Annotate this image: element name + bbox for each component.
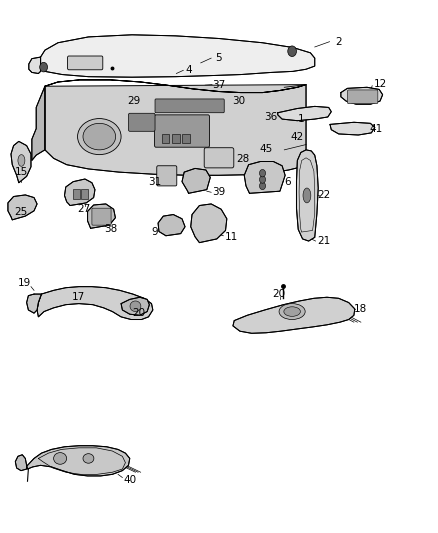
- Text: 40: 40: [123, 475, 136, 484]
- Polygon shape: [45, 80, 306, 93]
- Bar: [81, 189, 88, 199]
- Text: 41: 41: [370, 124, 383, 134]
- Text: 4: 4: [185, 66, 192, 75]
- Polygon shape: [27, 446, 130, 476]
- Ellipse shape: [78, 118, 121, 155]
- Text: 6: 6: [284, 176, 291, 187]
- Text: 21: 21: [317, 236, 330, 246]
- Text: 31: 31: [148, 176, 161, 187]
- Ellipse shape: [303, 188, 311, 203]
- FancyBboxPatch shape: [128, 114, 155, 131]
- Polygon shape: [158, 215, 185, 236]
- Polygon shape: [278, 107, 331, 120]
- Text: 22: 22: [317, 190, 330, 200]
- Circle shape: [259, 182, 265, 190]
- FancyBboxPatch shape: [67, 56, 103, 70]
- Text: 25: 25: [14, 207, 28, 217]
- Text: 1: 1: [297, 114, 304, 124]
- Text: 38: 38: [104, 224, 118, 235]
- Polygon shape: [330, 122, 375, 135]
- Polygon shape: [121, 297, 149, 316]
- Text: 37: 37: [212, 79, 226, 90]
- FancyBboxPatch shape: [204, 148, 234, 168]
- Text: 36: 36: [264, 112, 277, 122]
- Ellipse shape: [130, 301, 141, 312]
- Bar: [172, 134, 180, 143]
- Text: 30: 30: [232, 96, 245, 106]
- Ellipse shape: [18, 155, 25, 166]
- FancyBboxPatch shape: [347, 90, 378, 104]
- Polygon shape: [45, 85, 306, 175]
- Ellipse shape: [53, 453, 67, 464]
- Polygon shape: [15, 455, 27, 471]
- Text: 11: 11: [225, 232, 238, 243]
- Polygon shape: [191, 204, 227, 243]
- Text: 27: 27: [78, 204, 91, 214]
- Text: 20: 20: [272, 289, 286, 299]
- Text: 18: 18: [354, 304, 367, 314]
- Polygon shape: [64, 179, 95, 206]
- Polygon shape: [182, 168, 210, 193]
- Circle shape: [40, 62, 47, 72]
- FancyBboxPatch shape: [155, 115, 209, 147]
- Polygon shape: [32, 86, 45, 160]
- Polygon shape: [88, 204, 116, 228]
- Text: 2: 2: [336, 37, 342, 47]
- Polygon shape: [233, 297, 355, 333]
- Polygon shape: [244, 161, 285, 193]
- Ellipse shape: [83, 123, 116, 150]
- Polygon shape: [27, 294, 42, 313]
- Polygon shape: [297, 150, 318, 241]
- Ellipse shape: [284, 307, 300, 317]
- Polygon shape: [29, 57, 41, 74]
- Text: 42: 42: [291, 132, 304, 142]
- Text: 19: 19: [18, 278, 31, 288]
- Text: 45: 45: [259, 144, 272, 154]
- Polygon shape: [341, 87, 383, 104]
- FancyBboxPatch shape: [155, 99, 224, 113]
- Ellipse shape: [83, 454, 94, 463]
- Polygon shape: [8, 195, 37, 220]
- Circle shape: [259, 176, 265, 183]
- Polygon shape: [37, 287, 153, 319]
- Circle shape: [259, 169, 265, 177]
- Text: 28: 28: [237, 155, 250, 164]
- Bar: [73, 189, 80, 199]
- Polygon shape: [11, 141, 31, 183]
- Polygon shape: [41, 35, 315, 77]
- FancyBboxPatch shape: [92, 208, 111, 225]
- Text: 17: 17: [72, 292, 85, 302]
- FancyBboxPatch shape: [157, 166, 177, 186]
- Ellipse shape: [279, 304, 305, 319]
- Text: 29: 29: [127, 96, 141, 106]
- Bar: [162, 134, 170, 143]
- Text: 5: 5: [215, 53, 223, 63]
- Text: 15: 15: [14, 167, 28, 177]
- Text: 12: 12: [374, 79, 387, 89]
- Circle shape: [288, 46, 297, 56]
- Bar: [183, 134, 190, 143]
- Text: 9: 9: [151, 227, 158, 237]
- Text: 39: 39: [212, 187, 226, 197]
- Text: 20: 20: [132, 308, 145, 318]
